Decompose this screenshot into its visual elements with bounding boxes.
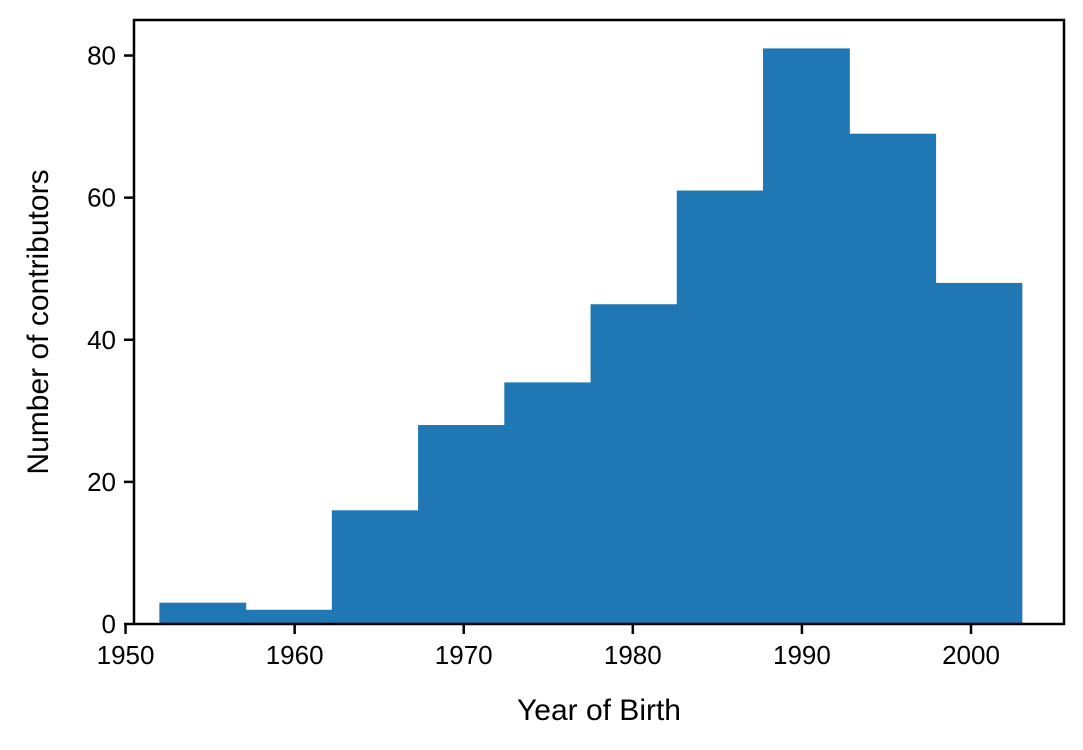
histogram-bar <box>763 48 850 625</box>
x-tick-label: 1990 <box>773 640 831 670</box>
y-tick-label: 20 <box>87 467 116 497</box>
y-tick-label: 80 <box>87 41 116 71</box>
histogram-bar <box>418 425 505 624</box>
y-tick-label: 40 <box>87 325 116 355</box>
histogram-bar <box>676 190 764 624</box>
x-tick-label: 1950 <box>97 640 155 670</box>
x-tick-label: 2000 <box>942 640 1000 670</box>
y-tick-label: 60 <box>87 183 116 213</box>
histogram-bar <box>849 133 937 624</box>
histogram-bar <box>245 609 333 624</box>
x-axis-ticks: 1950 1960 1970 1980 1990 2000 <box>97 624 1000 670</box>
histogram-bar <box>504 382 592 624</box>
x-axis-label: Year of Birth <box>517 694 681 727</box>
y-axis-label: Number of contributors <box>22 169 55 474</box>
y-axis-ticks: 0 20 40 60 80 <box>87 41 134 639</box>
histogram-bar <box>590 304 678 624</box>
histogram-bar <box>159 602 247 624</box>
y-tick-label: 0 <box>102 609 116 639</box>
x-tick-label: 1970 <box>435 640 493 670</box>
x-tick-label: 1960 <box>266 640 324 670</box>
plot-frame <box>132 18 1066 626</box>
histogram-bar <box>331 510 419 624</box>
histogram-bar <box>935 282 1023 624</box>
bars-group <box>159 48 1023 625</box>
x-tick-label: 1980 <box>604 640 662 670</box>
